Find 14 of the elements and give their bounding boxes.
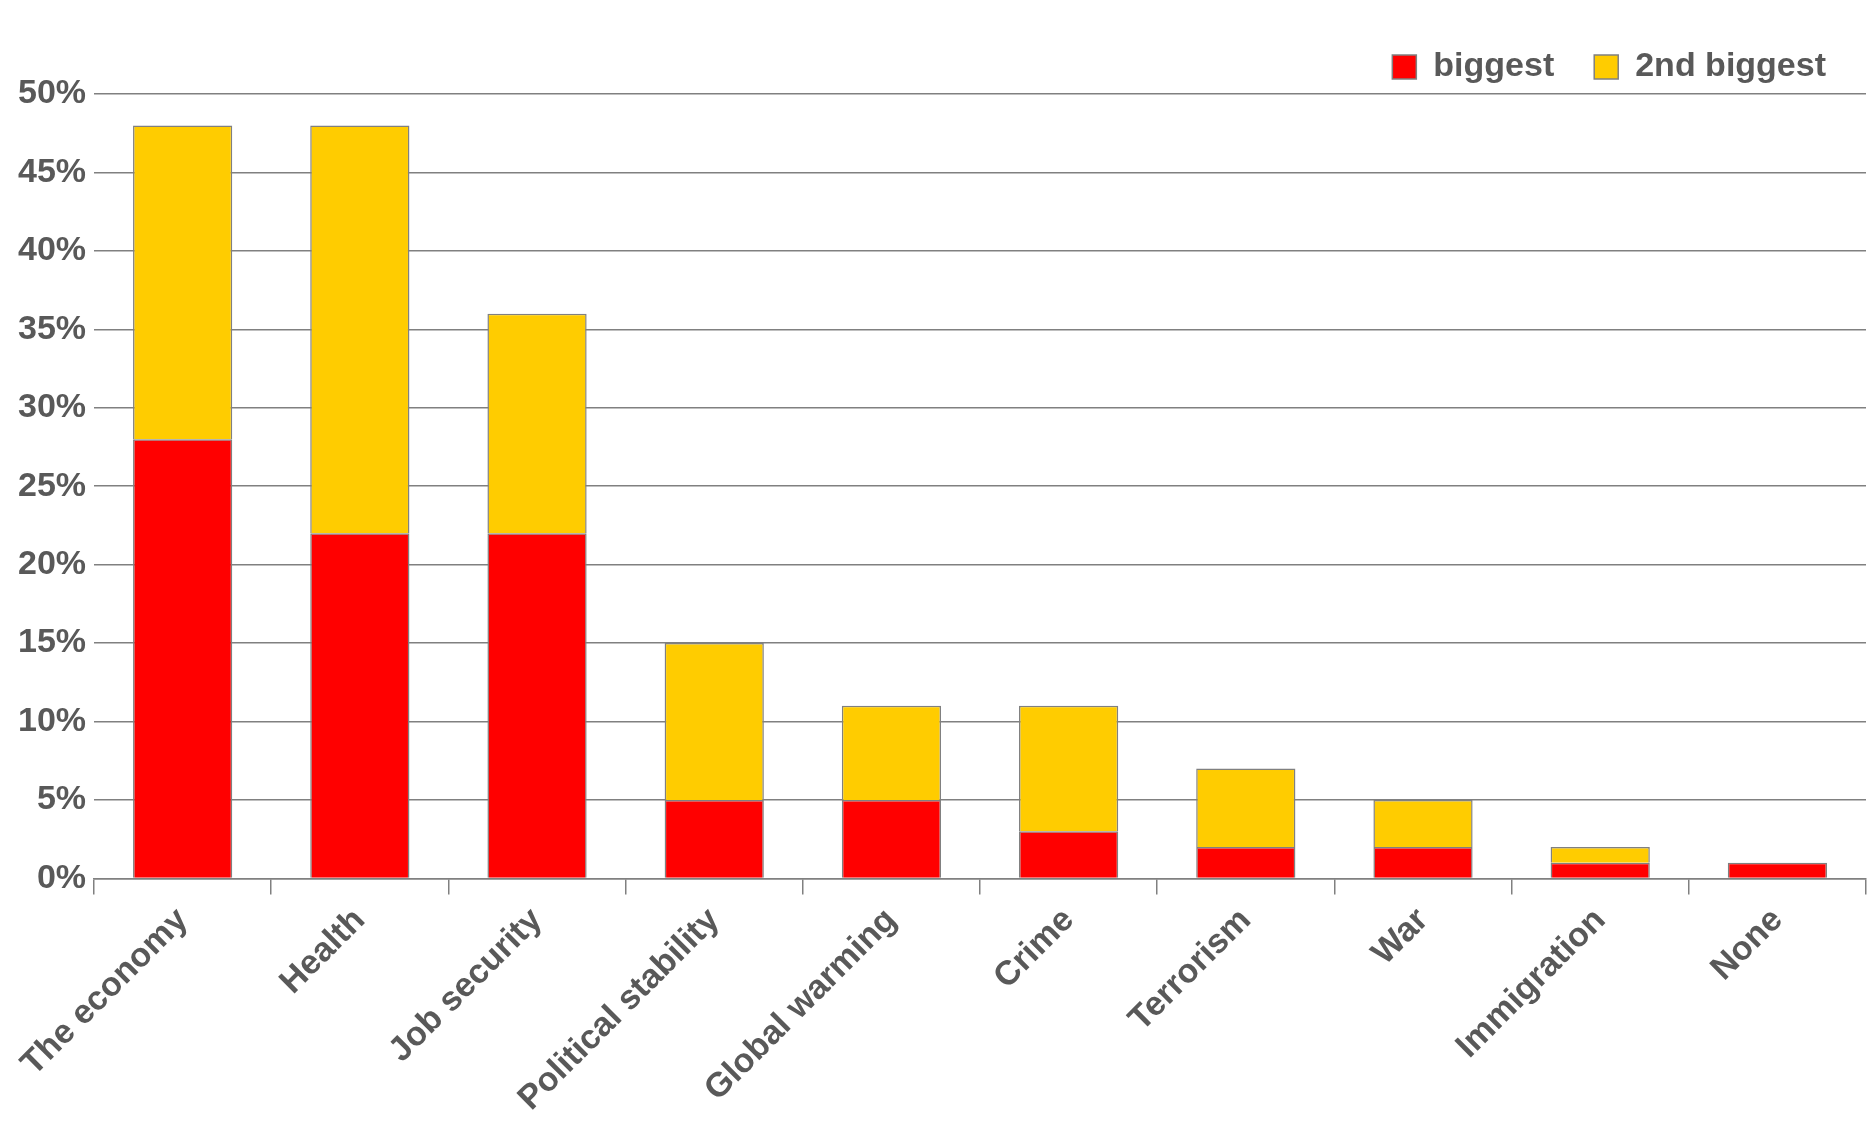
y-tick-label: 20%	[17, 543, 87, 582]
y-tick-label: 0%	[36, 856, 87, 895]
y-tick-label: 50%	[17, 72, 87, 111]
y-tick-label: 15%	[17, 621, 87, 660]
y-tick-label: 5%	[36, 778, 87, 817]
y-tick-label: 30%	[17, 386, 87, 425]
legend-label: biggest	[1433, 45, 1555, 84]
y-tick-label: 40%	[17, 229, 87, 268]
x-tick-label: War	[1363, 899, 1435, 971]
y-tick-label: 35%	[17, 307, 87, 346]
y-tick-label: 45%	[17, 150, 87, 189]
legend-label: 2nd biggest	[1635, 45, 1827, 84]
y-tick-label: 25%	[17, 464, 87, 503]
y-tick-label: 10%	[17, 699, 87, 738]
